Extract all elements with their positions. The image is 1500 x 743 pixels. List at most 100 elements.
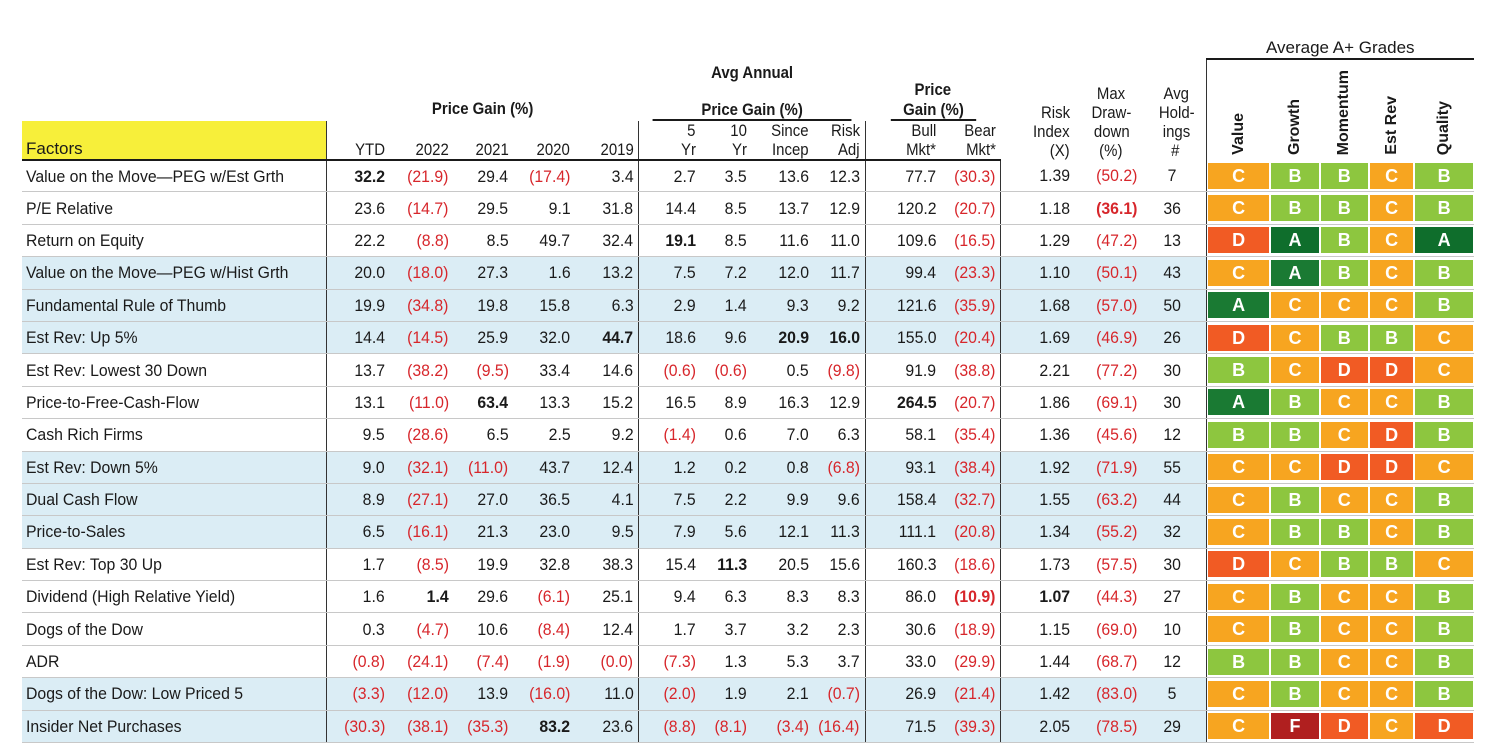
cell-yr10: 1.3	[700, 645, 753, 679]
cell-value: (32.7)	[954, 490, 996, 510]
cell-value: 49.7	[539, 230, 571, 250]
cell-yr5: (7.3)	[638, 645, 701, 679]
cell-ytd: 32.2	[325, 160, 391, 193]
grade-badge: C	[1271, 324, 1319, 351]
cell-riskadj: 9.2	[813, 289, 866, 322]
factor-name-text: Price-to-Free-Cash-Flow	[26, 392, 200, 412]
factor-name: Est Rev: Down 5%	[22, 451, 327, 484]
cell-y2019: 38.3	[575, 548, 639, 582]
factor-name-text: ADR	[26, 652, 60, 672]
cell-value: 83.2	[539, 716, 571, 736]
grade-cell-growth: B	[1270, 677, 1320, 711]
grade-cell-quality: B	[1414, 386, 1474, 420]
cell-since: 0.8	[752, 451, 814, 484]
cell-since: 20.9	[752, 321, 814, 355]
grade-cell-momentum: D	[1319, 710, 1369, 743]
grade-badge: B	[1208, 648, 1270, 675]
cell-bear: (35.9)	[941, 289, 1001, 322]
cell-yr5: 2.7	[638, 160, 701, 193]
cell-value: 13.7	[777, 198, 809, 218]
cell-value: (45.6)	[1096, 425, 1138, 445]
cell-value: 2.5	[548, 425, 571, 445]
grade-cell-value: D	[1206, 224, 1271, 258]
cell-yr5: 16.5	[638, 386, 701, 420]
cell-value: (14.7)	[407, 198, 449, 218]
cell-riskidx: 1.44	[1000, 645, 1075, 679]
cell-value: 13.7	[354, 360, 386, 380]
cell-value: 12.1	[777, 522, 809, 542]
grade-cell-est-rev: C	[1368, 256, 1415, 290]
grade-cell-est-rev: C	[1368, 645, 1415, 679]
grade-cell-value: C	[1206, 191, 1271, 225]
bear-mkt-header: Bear Mkt*	[941, 121, 1001, 161]
cell-yr10: (0.6)	[700, 353, 753, 387]
cell-value: (8.5)	[416, 554, 449, 574]
cell-value: 13.3	[539, 392, 571, 412]
cell-ytd: 6.5	[325, 515, 391, 549]
factor-name: Price-to-Sales	[22, 515, 327, 549]
cell-value: 1.07	[1039, 587, 1070, 607]
cell-ytd: (30.3)	[325, 710, 391, 743]
price-gain-group-header: Price Gain (%)	[431, 99, 534, 118]
cell-value: 6.3	[837, 425, 860, 445]
cell-value: 10.6	[477, 619, 509, 639]
cell-value: 9.6	[837, 490, 860, 510]
cell-since: 0.5	[752, 353, 814, 387]
cell-value: (38.2)	[407, 360, 449, 380]
grade-badge: B	[1320, 195, 1368, 222]
cell-value: 43.7	[539, 457, 571, 477]
cell-bull: 86.0	[864, 580, 942, 614]
cell-value: (0.7)	[827, 684, 860, 704]
cell-yr10: 8.9	[700, 386, 753, 420]
cell-y2020: 83.2	[513, 710, 576, 743]
cell-y2020: 32.8	[513, 548, 576, 582]
cell-y2020: 32.0	[513, 321, 576, 355]
cell-value: 32	[1163, 522, 1182, 542]
grade-badge: C	[1320, 680, 1368, 707]
grade-badge: D	[1415, 713, 1473, 740]
grade-cell-est-rev: C	[1368, 289, 1415, 322]
table-row: Dividend (High Relative Yield) 1.6 1.4 29.6…	[22, 580, 1474, 614]
table-row: ADR (0.8) (24.1) (7.4) (1.9) (0.0) (7.3) 1.3 5.3…	[22, 645, 1474, 679]
grade-cell-momentum: C	[1319, 418, 1369, 452]
grade-badge: B	[1320, 551, 1368, 578]
cell-value: (16.0)	[528, 684, 571, 704]
grade-badge: C	[1320, 486, 1368, 513]
cell-ytd: (3.3)	[325, 677, 391, 711]
grade-badge: C	[1369, 648, 1414, 675]
avg-holdings-header: Avg Hold-ings #	[1158, 84, 1195, 160]
grade-badge: B	[1271, 518, 1319, 545]
cell-value: 14.6	[602, 360, 634, 380]
cell-value: 12.9	[828, 392, 860, 412]
cell-value: (47.2)	[1096, 230, 1138, 250]
cell-yr5: 1.2	[638, 451, 701, 484]
grade-cell-value: A	[1206, 289, 1271, 322]
cell-value: 1.69	[1039, 328, 1070, 348]
cell-value: 1.18	[1039, 198, 1070, 218]
cell-value: 12	[1163, 652, 1182, 672]
grade-badge: B	[1369, 324, 1414, 351]
grade-badge: C	[1369, 486, 1414, 513]
cell-value: 4.1	[611, 490, 634, 510]
grade-cell-quality: B	[1414, 580, 1474, 614]
cell-value: 1.86	[1039, 392, 1070, 412]
cell-since: 8.3	[752, 580, 814, 614]
factor-name: Dual Cash Flow	[22, 483, 327, 517]
cell-ytd: 20.0	[325, 256, 391, 290]
cell-ytd: 0.3	[325, 612, 391, 646]
grade-badge: C	[1415, 324, 1473, 351]
cell-y2020: (8.4)	[513, 612, 576, 646]
cell-value: 12.0	[777, 263, 809, 283]
cell-value: (36.1)	[1096, 198, 1138, 218]
cell-value: 2.3	[837, 619, 860, 639]
cell-bull: 160.3	[864, 548, 942, 582]
grade-badge: C	[1320, 616, 1368, 643]
cell-value: 11.7	[830, 263, 860, 283]
cell-value: 30	[1163, 360, 1182, 380]
cell-value: (8.8)	[663, 716, 696, 736]
cell-y2022: (34.8)	[390, 289, 454, 322]
cell-bear: (16.5)	[941, 224, 1001, 258]
cell-bear: (38.8)	[941, 353, 1001, 387]
cell-value: 9.5	[363, 425, 386, 445]
cell-y2020: 33.4	[513, 353, 576, 387]
